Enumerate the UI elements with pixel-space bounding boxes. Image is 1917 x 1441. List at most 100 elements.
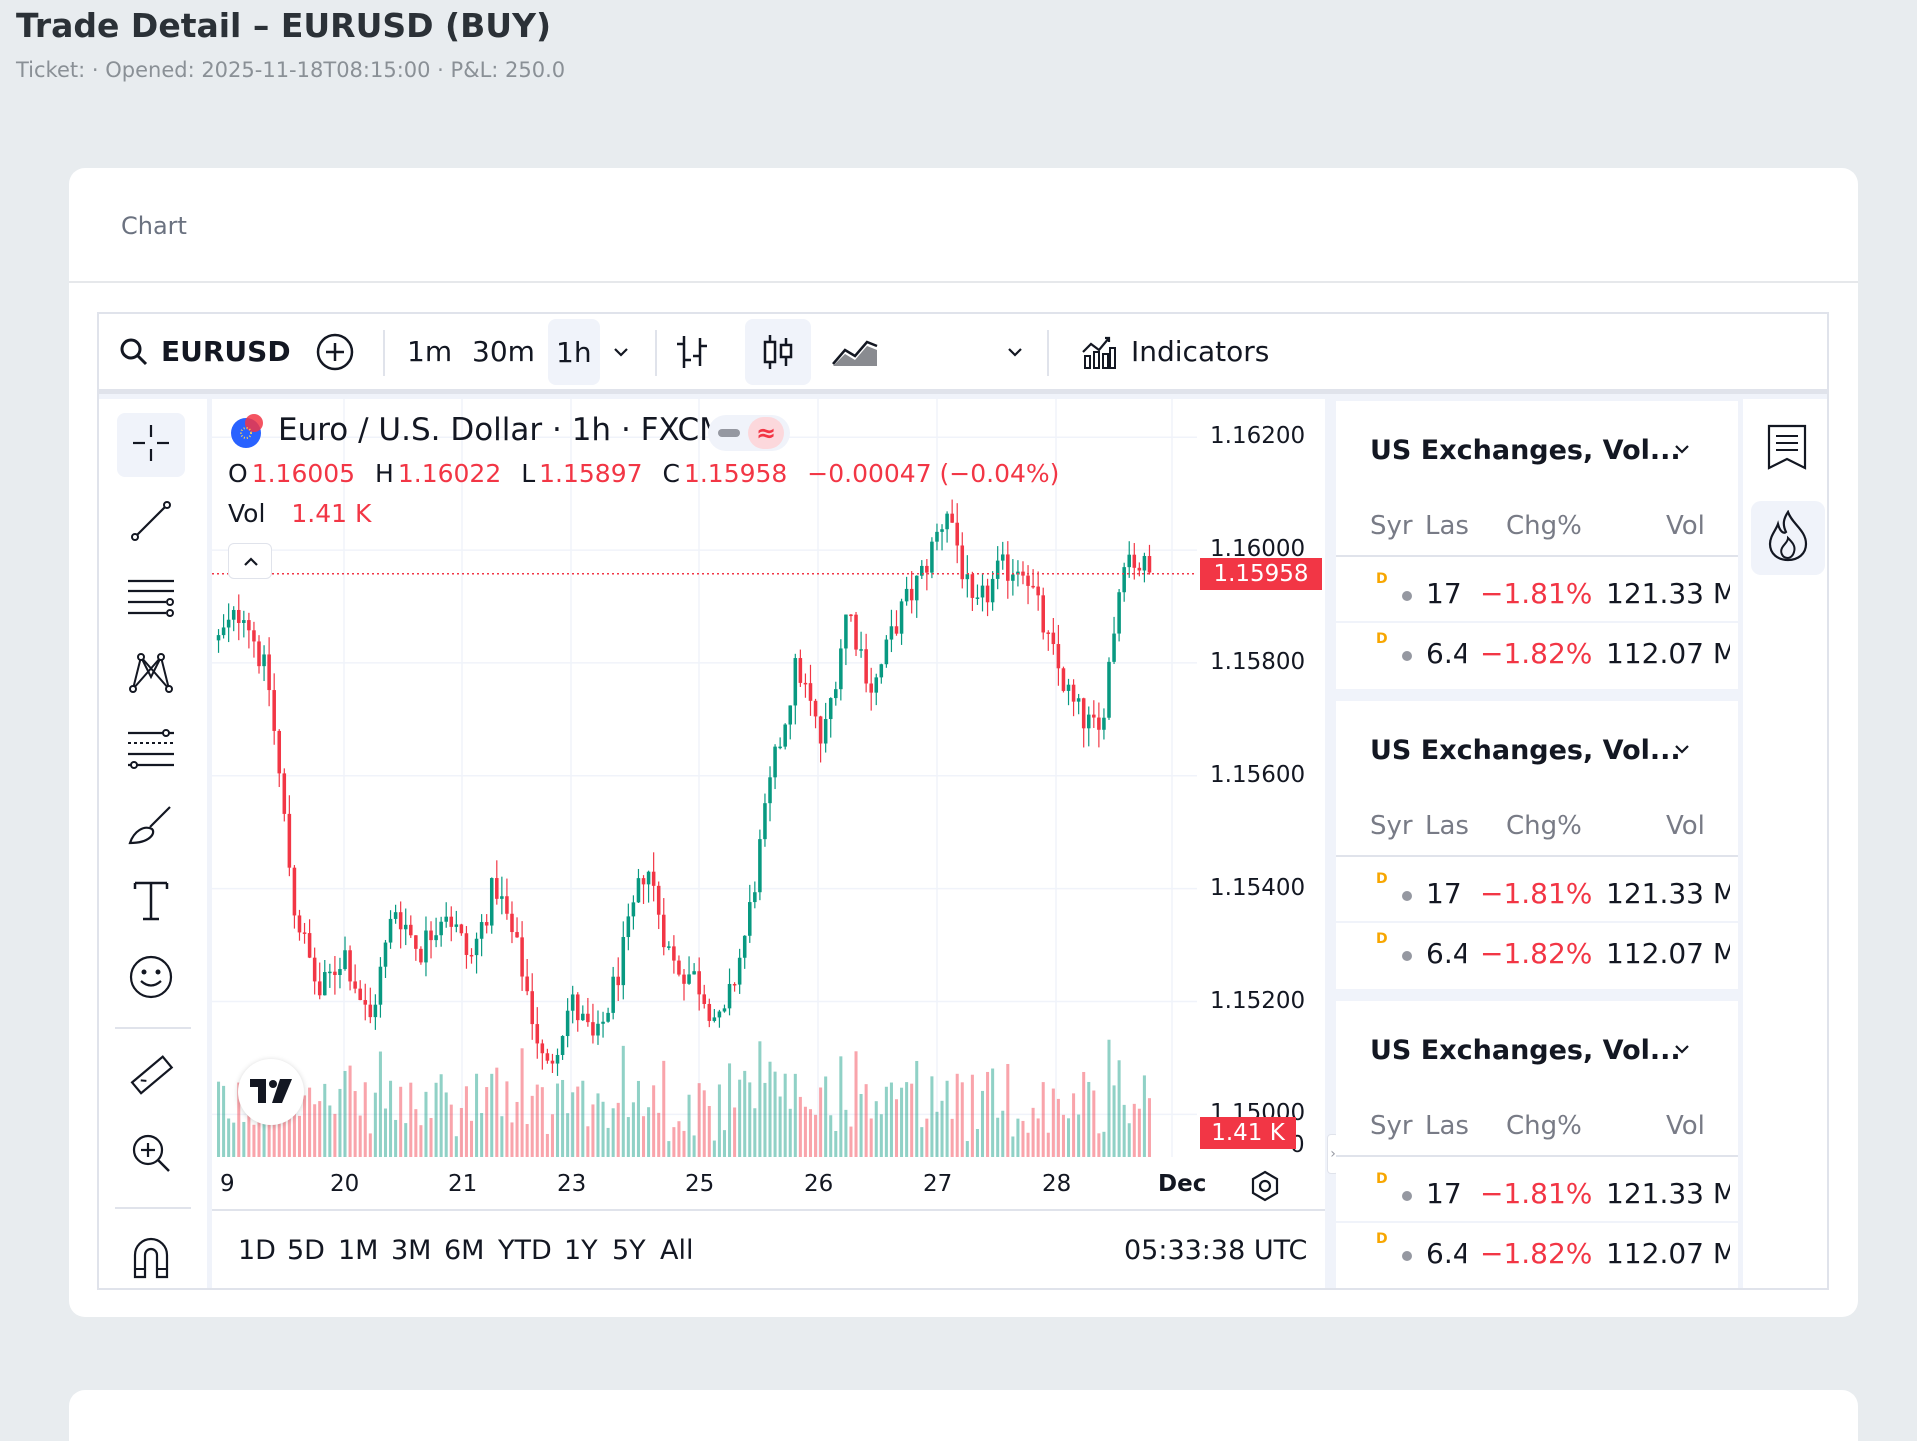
range-button-ytd[interactable]: YTD <box>498 1235 552 1266</box>
watchlist-row[interactable]: D 17 −1.81% 121.33 M <box>1336 1161 1738 1221</box>
watchlist-title[interactable]: US Exchanges, Vol... <box>1370 435 1681 466</box>
volume-bar <box>1011 1136 1015 1157</box>
volume-bar <box>829 1115 833 1157</box>
column-header[interactable]: Chg% <box>1506 811 1582 841</box>
bar-chart-type-button[interactable] <box>675 314 709 389</box>
horizontal-lines-tool[interactable] <box>117 567 185 631</box>
candle-body <box>469 954 474 957</box>
range-button-1y[interactable]: 1Y <box>564 1235 598 1266</box>
column-header[interactable]: Chg% <box>1506 1111 1582 1141</box>
change-percent: −1.81% <box>1480 577 1593 610</box>
watchlist-row[interactable]: D 17 −1.81% 121.33 M <box>1336 861 1738 921</box>
pattern-tool[interactable] <box>117 643 185 707</box>
chevron-down-icon[interactable] <box>1672 1039 1692 1063</box>
candle-body <box>621 937 626 986</box>
measure-tool[interactable] <box>117 1047 185 1111</box>
volume-bar <box>642 1116 646 1157</box>
timeframe-dropdown[interactable] <box>611 314 631 389</box>
clock-readout[interactable]: 05:33:38 UTC <box>1124 1235 1308 1266</box>
column-header[interactable]: Syr <box>1370 511 1413 541</box>
candle-body <box>500 896 504 899</box>
crosshair-tool[interactable] <box>117 413 185 477</box>
volume-bar <box>940 1100 944 1157</box>
text-tool[interactable] <box>117 871 185 935</box>
watchlist-panel: US Exchanges, Vol... Syr Las Chg% Vol D 17 −1.8… <box>1336 399 1738 1288</box>
legend-toggle[interactable]: ≈ <box>708 415 790 451</box>
candles-chart-type-button[interactable] <box>745 319 811 385</box>
candle-body <box>348 950 352 982</box>
zoom-in-tool[interactable] <box>117 1123 185 1187</box>
candle-body <box>338 969 342 976</box>
candle-body <box>601 1021 605 1024</box>
compare-symbol-button[interactable] <box>315 314 355 389</box>
column-header[interactable]: Vol <box>1666 1111 1705 1141</box>
chart-settings-button[interactable] <box>1248 1169 1282 1207</box>
volume-bar <box>490 1073 494 1157</box>
indicators-button[interactable]: Indicators <box>1081 314 1269 389</box>
chevron-down-icon[interactable] <box>1672 739 1692 763</box>
column-header[interactable]: Las <box>1425 1111 1469 1141</box>
tradingview-logo[interactable] <box>238 1059 304 1125</box>
watchlist-title[interactable]: US Exchanges, Vol... <box>1370 735 1681 766</box>
delayed-badge: D <box>1376 571 1388 587</box>
column-header[interactable]: Las <box>1425 511 1469 541</box>
watchlist-row[interactable]: D 6.4 −1.82% 112.07 M <box>1336 921 1738 981</box>
range-button-6m[interactable]: 6M <box>444 1235 485 1266</box>
area-chart-type-button[interactable] <box>831 314 879 389</box>
timeframe-1h[interactable]: 1h <box>548 319 600 385</box>
volume-bar <box>945 1080 949 1157</box>
chevron-down-icon[interactable] <box>1672 439 1692 463</box>
candle-body <box>525 976 529 992</box>
collapse-legend-button[interactable] <box>228 543 272 579</box>
price-chart[interactable] <box>212 399 1325 1290</box>
volume-bar <box>768 1061 772 1157</box>
column-header[interactable]: Vol <box>1666 811 1705 841</box>
volume-bar <box>1137 1108 1141 1157</box>
watchlist-row[interactable]: D 6.4 −1.82% 112.07 M <box>1336 621 1738 681</box>
range-button-5y[interactable]: 5Y <box>612 1235 646 1266</box>
volume-bar <box>864 1084 868 1157</box>
brush-tool[interactable] <box>117 795 185 859</box>
column-header[interactable]: Chg% <box>1506 511 1582 541</box>
watchlist-button[interactable] <box>1755 413 1819 485</box>
chart-pane[interactable]: Euro / U.S. Dollar · 1h · FXCM ≈ O 1.1600… <box>212 399 1325 1290</box>
trend-line-tool[interactable] <box>117 491 185 555</box>
volume-bar <box>707 1105 711 1157</box>
range-button-5d[interactable]: 5D <box>287 1235 325 1266</box>
range-button-1m[interactable]: 1M <box>338 1235 379 1266</box>
emoji-tool[interactable] <box>117 947 185 1011</box>
watchlist-row[interactable]: D 17 −1.81% 121.33 M <box>1336 561 1738 621</box>
symbol-label: EURUSD <box>161 335 291 368</box>
last-price: 17 <box>1426 577 1462 610</box>
column-header[interactable]: Las <box>1425 811 1469 841</box>
range-button-3m[interactable]: 3M <box>391 1235 432 1266</box>
volume-bar <box>1112 1085 1116 1157</box>
tradingview-logo-icon <box>250 1079 294 1109</box>
candle-body <box>616 976 620 986</box>
column-header[interactable]: Vol <box>1666 511 1705 541</box>
candle-body <box>505 896 509 914</box>
candle-body <box>343 950 347 970</box>
series-title[interactable]: Euro / U.S. Dollar · 1h · FXCM <box>278 412 726 448</box>
high-value: 1.16022 <box>397 459 502 488</box>
volume-bar <box>682 1130 686 1157</box>
column-header[interactable]: Syr <box>1370 811 1413 841</box>
column-header[interactable]: Syr <box>1370 1111 1413 1141</box>
fib-retracement-tool[interactable] <box>117 719 185 783</box>
time-tick-label: 26 <box>804 1171 834 1197</box>
watchlist-title[interactable]: US Exchanges, Vol... <box>1370 1035 1681 1066</box>
symbol-search[interactable]: EURUSD <box>119 314 291 389</box>
timeframe-30m[interactable]: 30m <box>472 335 535 368</box>
watchlist-row[interactable]: D 6.4 −1.82% 112.07 M <box>1336 1221 1738 1281</box>
range-button-1d[interactable]: 1D <box>238 1235 276 1266</box>
volume-bar <box>677 1121 681 1157</box>
low-value: 1.15897 <box>539 459 643 488</box>
candle-body <box>859 649 863 651</box>
candle-body <box>773 746 777 778</box>
range-button-all[interactable]: All <box>660 1235 694 1266</box>
chart-type-dropdown[interactable] <box>1005 314 1025 389</box>
timeframe-1m[interactable]: 1m <box>407 335 453 368</box>
magnet-tool[interactable] <box>117 1227 185 1288</box>
volume-bar <box>383 1108 388 1157</box>
hotlists-button[interactable] <box>1751 501 1825 575</box>
